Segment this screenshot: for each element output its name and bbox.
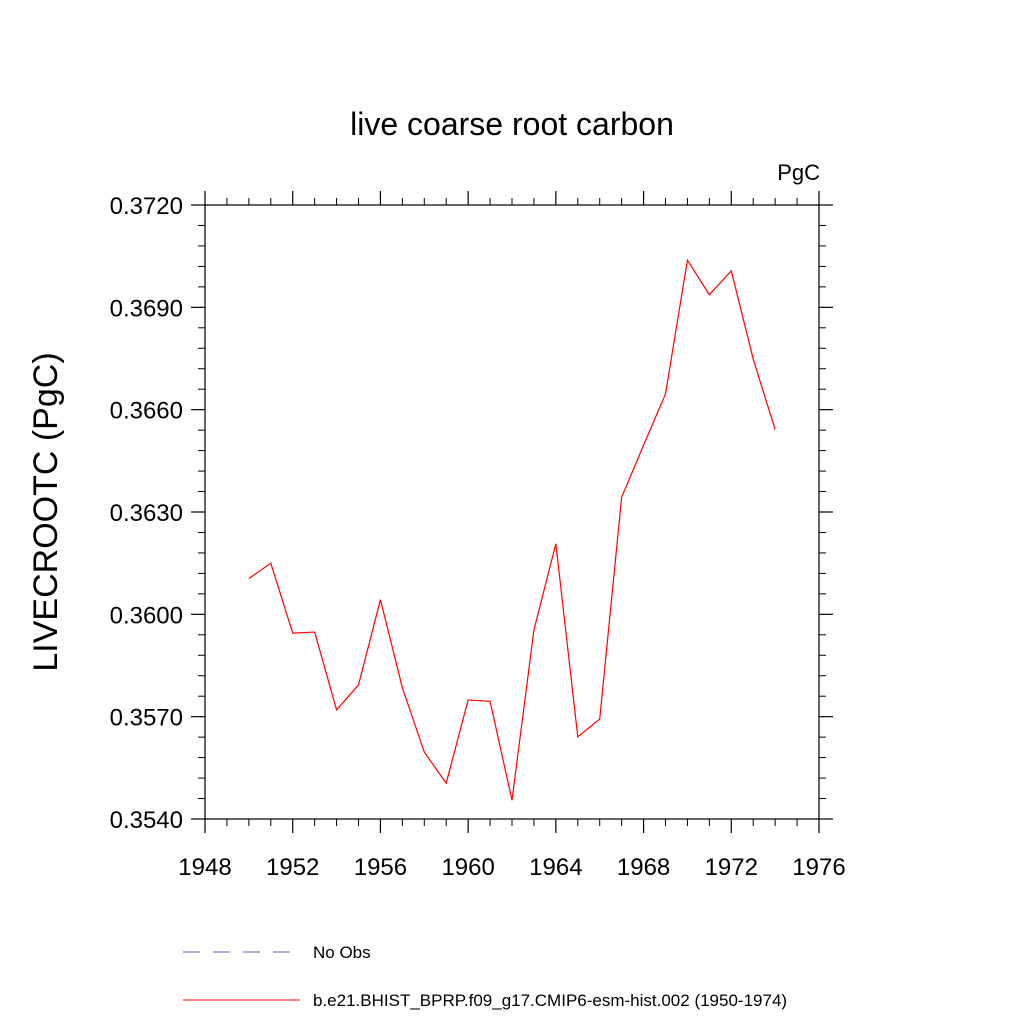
plot-frame bbox=[204, 204, 820, 820]
x-tick-label: 1948 bbox=[178, 854, 231, 881]
x-tick-label: 1964 bbox=[529, 854, 582, 881]
y-tick-labels: 0.3540 0.3570 0.3600 0.3630 0.3660 0.3690 0.37… bbox=[110, 193, 183, 834]
y-tick-label: 0.3600 bbox=[110, 602, 183, 629]
x-tick-label: 1960 bbox=[441, 854, 494, 881]
legend-label: No Obs bbox=[313, 943, 371, 962]
axis-ticks bbox=[191, 191, 833, 833]
x-tick-labels: 1948 1952 1956 1960 1964 1968 1972 1976 bbox=[178, 854, 845, 881]
y-tick-label: 0.3570 bbox=[110, 705, 183, 732]
x-tick-label: 1952 bbox=[266, 854, 319, 881]
chart-title: live coarse root carbon bbox=[350, 106, 674, 142]
y-axis-label: LIVECROOTC (PgC) bbox=[27, 352, 65, 671]
x-tick-label: 1972 bbox=[705, 854, 758, 881]
y-tick-label: 0.3540 bbox=[110, 807, 183, 834]
legend-label: b.e21.BHIST_BPRP.f09_g17.CMIP6-esm-hist.… bbox=[313, 991, 787, 1010]
x-tick-label: 1956 bbox=[354, 854, 407, 881]
y-tick-label: 0.3660 bbox=[110, 398, 183, 425]
series-line bbox=[248, 258, 776, 801]
y-tick-label: 0.3720 bbox=[110, 193, 183, 220]
series-lines bbox=[248, 258, 776, 801]
x-tick-label: 1968 bbox=[617, 854, 670, 881]
y-tick-label: 0.3630 bbox=[110, 500, 183, 527]
units-label: PgC bbox=[777, 160, 820, 185]
x-tick-label: 1976 bbox=[792, 854, 845, 881]
legend: No Obs b.e21.BHIST_BPRP.f09_g17.CMIP6-esm… bbox=[183, 943, 787, 1010]
y-tick-label: 0.3690 bbox=[110, 295, 183, 322]
